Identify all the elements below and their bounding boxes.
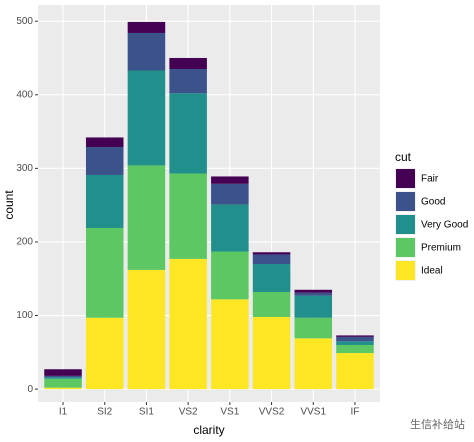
x-axis-label: clarity (193, 423, 224, 437)
bar-segment (336, 344, 374, 354)
bar-segment (44, 378, 82, 388)
bar-segment (169, 57, 207, 70)
bar-segment (85, 137, 124, 148)
legend-label: Premium (421, 243, 461, 254)
bar-segment (336, 335, 374, 337)
legend-swatch (396, 238, 415, 257)
legend-swatch (396, 169, 415, 188)
x-tick-label: IF (351, 407, 360, 418)
legend-label: Ideal (421, 266, 443, 277)
x-tick-label: VS1 (220, 407, 239, 418)
legend-label: Fair (421, 174, 439, 185)
legend-swatch (396, 261, 415, 280)
legend-label: Good (421, 197, 445, 208)
bar-segment (85, 147, 124, 175)
bar-segment (211, 204, 249, 252)
bar-segment (252, 317, 291, 390)
bar-segment (169, 258, 207, 390)
bar-segment (294, 295, 333, 318)
bar-segment (211, 251, 249, 300)
bar-segment (294, 317, 333, 339)
y-axis-label: count (2, 190, 16, 220)
bar-segment (44, 387, 82, 390)
legend-title: cut (395, 150, 412, 164)
bar-segment (85, 174, 124, 228)
bar-segment (127, 21, 166, 33)
bar-segment (127, 269, 166, 390)
bar-segment (127, 165, 166, 270)
bar-segment (169, 69, 207, 94)
bar-segment (211, 299, 249, 390)
bar-segment (85, 317, 124, 390)
bar-segment (211, 183, 249, 205)
bar-segment (44, 375, 82, 378)
x-tick-label: SI2 (97, 407, 112, 418)
y-tick-label: 0 (27, 384, 33, 395)
bar-segment (252, 291, 291, 318)
x-tick-label: VVS1 (300, 407, 326, 418)
legend-swatch (396, 215, 415, 234)
bar-segment (169, 93, 207, 174)
x-tick-label: SI1 (139, 407, 154, 418)
legend-label: Very Good (421, 220, 468, 231)
bar-segment (44, 369, 82, 376)
x-tick-label: I1 (59, 407, 68, 418)
watermark: 生信补给站 (410, 417, 465, 431)
y-tick-label: 500 (16, 16, 33, 27)
bar-segment (252, 254, 291, 265)
bar-segment (252, 264, 291, 292)
bar-segment (44, 377, 82, 379)
bar-segment (127, 70, 166, 166)
bar-segment (252, 252, 291, 255)
bar-segment (127, 32, 166, 71)
bar-segment (294, 289, 333, 293)
y-tick-label: 100 (16, 310, 33, 321)
bar-segment (336, 336, 374, 342)
y-tick-label: 200 (16, 237, 33, 248)
x-tick-label: VVS2 (259, 407, 285, 418)
bar-segment (336, 341, 374, 345)
y-tick-label: 400 (16, 89, 33, 100)
bar-segment (294, 338, 333, 390)
bar-segment (211, 176, 249, 184)
bar-segment (336, 353, 374, 390)
bar-segment (85, 227, 124, 318)
y-tick-label: 300 (16, 163, 33, 174)
bar-segment (294, 292, 333, 296)
bar-segment (169, 173, 207, 259)
x-tick-label: VS2 (179, 407, 198, 418)
legend-swatch (396, 192, 415, 211)
